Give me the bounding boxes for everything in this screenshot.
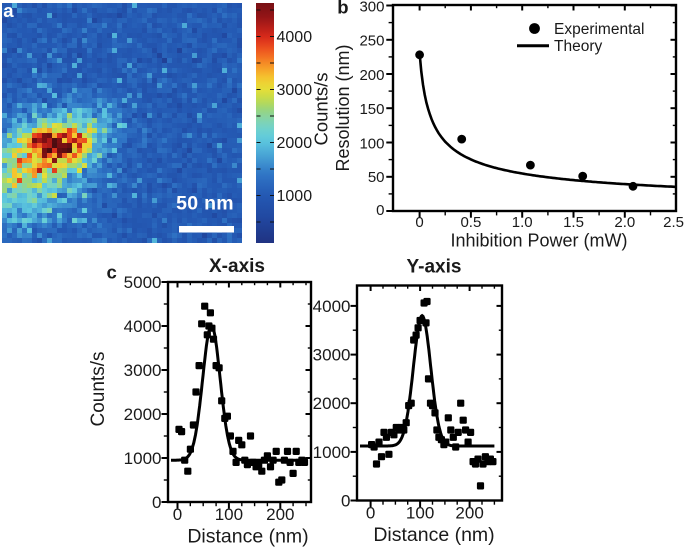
svg-text:250: 250 [359,33,384,50]
svg-text:X-axis: X-axis [209,256,265,277]
svg-text:2000: 2000 [124,405,162,424]
svg-text:0: 0 [173,505,182,524]
svg-text:0.5: 0.5 [460,214,481,231]
svg-text:0: 0 [415,214,423,231]
svg-text:4000: 4000 [124,317,162,336]
svg-text:Counts/s: Counts/s [88,352,109,427]
svg-text:4000: 4000 [313,297,351,316]
svg-text:100: 100 [215,505,243,524]
svg-text:3000: 3000 [277,82,313,99]
svg-text:Y-axis: Y-axis [407,257,462,278]
svg-text:1000: 1000 [277,188,313,205]
svg-text:100: 100 [406,504,434,523]
svg-text:50: 50 [368,169,385,186]
svg-text:c: c [107,262,117,283]
svg-text:1.5: 1.5 [563,214,584,231]
svg-text:Distance (nm): Distance (nm) [373,524,494,546]
svg-text:3000: 3000 [313,346,351,365]
svg-text:150: 150 [359,101,384,118]
svg-text:Experimental: Experimental [554,21,644,38]
svg-text:300: 300 [359,0,384,15]
svg-text:200: 200 [455,504,483,523]
svg-text:Resolution (nm): Resolution (nm) [333,44,353,171]
svg-text:2.0: 2.0 [614,214,635,231]
svg-text:50 nm: 50 nm [176,193,234,215]
svg-text:5000: 5000 [124,273,162,292]
svg-text:Counts/s: Counts/s [311,72,332,145]
svg-text:Theory: Theory [554,38,602,55]
svg-text:100: 100 [359,135,384,152]
svg-text:200: 200 [359,67,384,84]
svg-text:0: 0 [366,504,375,523]
svg-text:1.0: 1.0 [512,214,533,231]
svg-text:0: 0 [376,202,384,219]
svg-text:2.5: 2.5 [663,214,684,231]
svg-text:Inhibition Power (mW): Inhibition Power (mW) [450,231,627,251]
svg-text:b: b [337,0,348,18]
svg-text:1000: 1000 [124,449,162,468]
svg-text:4000: 4000 [277,29,313,46]
svg-text:3000: 3000 [124,361,162,380]
svg-text:2000: 2000 [277,135,313,152]
svg-text:Distance (nm): Distance (nm) [187,526,308,548]
svg-text:1000: 1000 [313,443,351,462]
svg-text:a: a [3,0,14,21]
svg-text:2000: 2000 [313,394,351,413]
svg-text:0: 0 [152,493,161,512]
svg-text:200: 200 [266,505,294,524]
svg-text:0: 0 [341,492,350,511]
